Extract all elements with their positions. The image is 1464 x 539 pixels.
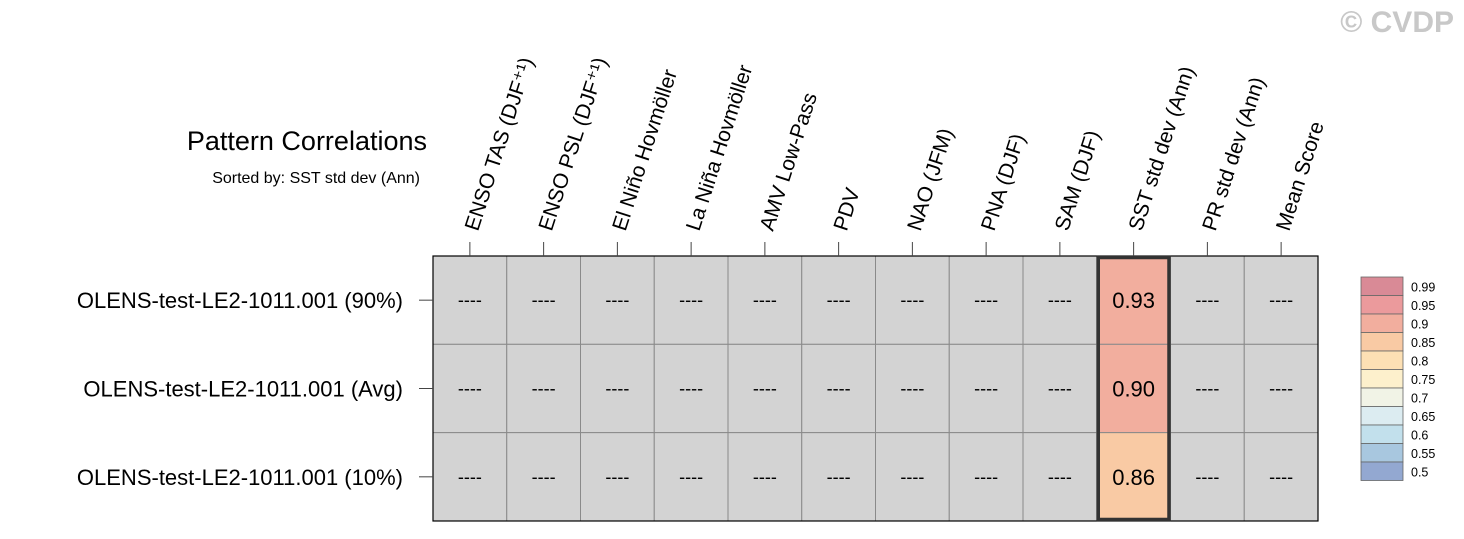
heatmap-cell xyxy=(1022,432,1098,522)
row-label: OLENS-test-LE2-1011.001 (90%) xyxy=(77,288,403,313)
cell-value-label: ---- xyxy=(974,467,998,487)
colorbar-swatch xyxy=(1360,350,1404,370)
heatmap-cell xyxy=(1243,343,1319,434)
cell-value-label: ---- xyxy=(458,378,482,398)
cell-value-label: ---- xyxy=(900,467,924,487)
colorbar-swatch xyxy=(1360,332,1404,352)
heatmap-cell xyxy=(1170,255,1245,345)
row-label: OLENS-test-LE2-1011.001 (10%) xyxy=(77,465,403,490)
column-label: PDV xyxy=(830,185,865,233)
row-label: OLENS-test-LE2-1011.001 (Avg) xyxy=(83,376,403,401)
colorbar-label: 0.8 xyxy=(1411,355,1428,369)
heatmap-cell xyxy=(801,432,876,522)
colorbar-swatch xyxy=(1360,295,1404,315)
cell-value-label: ---- xyxy=(827,467,851,487)
cell-value-label: ---- xyxy=(827,378,851,398)
cell-value-label: ---- xyxy=(1048,467,1072,487)
heatmap-cell xyxy=(1096,432,1171,522)
cell-value-label: ---- xyxy=(532,290,556,310)
heatmap-cell xyxy=(580,343,655,434)
column-label: La Niña Hovmöller xyxy=(682,62,757,233)
heatmap-cell xyxy=(506,255,581,345)
cell-value-label: ---- xyxy=(1269,290,1293,310)
colorbar-label: 0.65 xyxy=(1411,410,1435,424)
cell-value-label: ---- xyxy=(900,378,924,398)
heatmap-cell xyxy=(948,255,1024,345)
colorbar-swatch xyxy=(1360,424,1404,444)
colorbar-label: 0.5 xyxy=(1411,466,1428,480)
colorbar-label: 0.75 xyxy=(1411,373,1435,387)
column-label: Mean Score xyxy=(1272,119,1329,234)
cell-value-label: ---- xyxy=(458,290,482,310)
column-label: AMV Low-Pass xyxy=(756,90,822,234)
cell-value-label: ---- xyxy=(605,290,629,310)
colorbar-swatch xyxy=(1360,313,1404,333)
cell-value-label: ---- xyxy=(1048,290,1072,310)
heatmap-cell xyxy=(875,432,950,522)
cell-value-label: ---- xyxy=(1269,467,1293,487)
colorbar-swatch xyxy=(1360,461,1404,481)
colorbar-swatch xyxy=(1360,443,1404,463)
cell-value-label: ---- xyxy=(605,467,629,487)
heatmap-cell xyxy=(580,432,655,522)
cell-value-label: ---- xyxy=(1195,378,1219,398)
cell-value-label: ---- xyxy=(974,378,998,398)
colorbar-swatch xyxy=(1360,276,1404,296)
colorbar-label: 0.55 xyxy=(1411,447,1435,461)
heatmap-cell xyxy=(432,343,508,434)
colorbar-swatch xyxy=(1360,406,1404,426)
chart-title: Pattern Correlations xyxy=(186,126,427,156)
column-label: PR std dev (Ann) xyxy=(1198,74,1269,233)
cell-value-label: ---- xyxy=(605,378,629,398)
colorbar-swatch xyxy=(1360,369,1404,389)
colorbar-label: 0.9 xyxy=(1411,318,1428,332)
column-label: SST std dev (Ann) xyxy=(1125,64,1200,234)
cell-value-label: ---- xyxy=(753,290,777,310)
chart-subtitle: Sorted by: SST std dev (Ann) xyxy=(212,170,420,187)
cell-value-label: ---- xyxy=(458,467,482,487)
heatmap-cell xyxy=(801,343,876,434)
cell-value-label: ---- xyxy=(679,378,703,398)
highlighted-column-frame xyxy=(1096,255,1171,522)
colorbar-label: 0.99 xyxy=(1411,281,1435,295)
heatmap-cell xyxy=(1170,343,1245,434)
heatmap-cell xyxy=(727,343,803,434)
heatmap-cell xyxy=(1022,343,1098,434)
colorbar-label: 0.7 xyxy=(1411,392,1428,406)
cell-value-label: ---- xyxy=(1269,378,1293,398)
colorbar-label: 0.95 xyxy=(1411,299,1435,313)
cell-value-label: ---- xyxy=(679,467,703,487)
cell-value-label: ---- xyxy=(827,290,851,310)
cell-value-label: ---- xyxy=(679,290,703,310)
column-label: El Niño Hovmöller xyxy=(608,67,682,234)
colorbar-swatch xyxy=(1360,387,1404,407)
heatmap-cell xyxy=(1243,432,1319,522)
cell-value-label: ---- xyxy=(1048,378,1072,398)
heatmap-cell xyxy=(1243,255,1319,345)
cell-value-label: ---- xyxy=(974,290,998,310)
cell-value-label: 0.90 xyxy=(1112,376,1155,401)
column-label: NAO (JFM) xyxy=(903,125,958,233)
cell-value-label: ---- xyxy=(900,290,924,310)
column-label: ENSO TAS (DJF⁺¹) xyxy=(461,55,539,234)
colorbar-label: 0.6 xyxy=(1411,429,1428,443)
column-label: SAM (DJF) xyxy=(1051,128,1105,234)
cell-value-label: ---- xyxy=(1195,290,1219,310)
cvdp-watermark: © CVDP xyxy=(1340,6,1454,39)
heatmap-cell xyxy=(432,432,508,522)
column-label: PNA (DJF) xyxy=(977,131,1030,234)
cell-value-label: ---- xyxy=(753,378,777,398)
column-label: ENSO PSL (DJF⁺¹) xyxy=(535,55,613,234)
cell-value-label: 0.86 xyxy=(1112,465,1155,490)
colorbar-label: 0.85 xyxy=(1411,336,1435,350)
cell-value-label: ---- xyxy=(1195,467,1219,487)
cell-value-label: ---- xyxy=(753,467,777,487)
cell-value-label: 0.93 xyxy=(1112,288,1155,313)
cell-value-label: ---- xyxy=(532,467,556,487)
cell-value-label: ---- xyxy=(532,378,556,398)
heatmap-cell xyxy=(875,343,950,434)
heatmap-cell xyxy=(653,432,729,522)
